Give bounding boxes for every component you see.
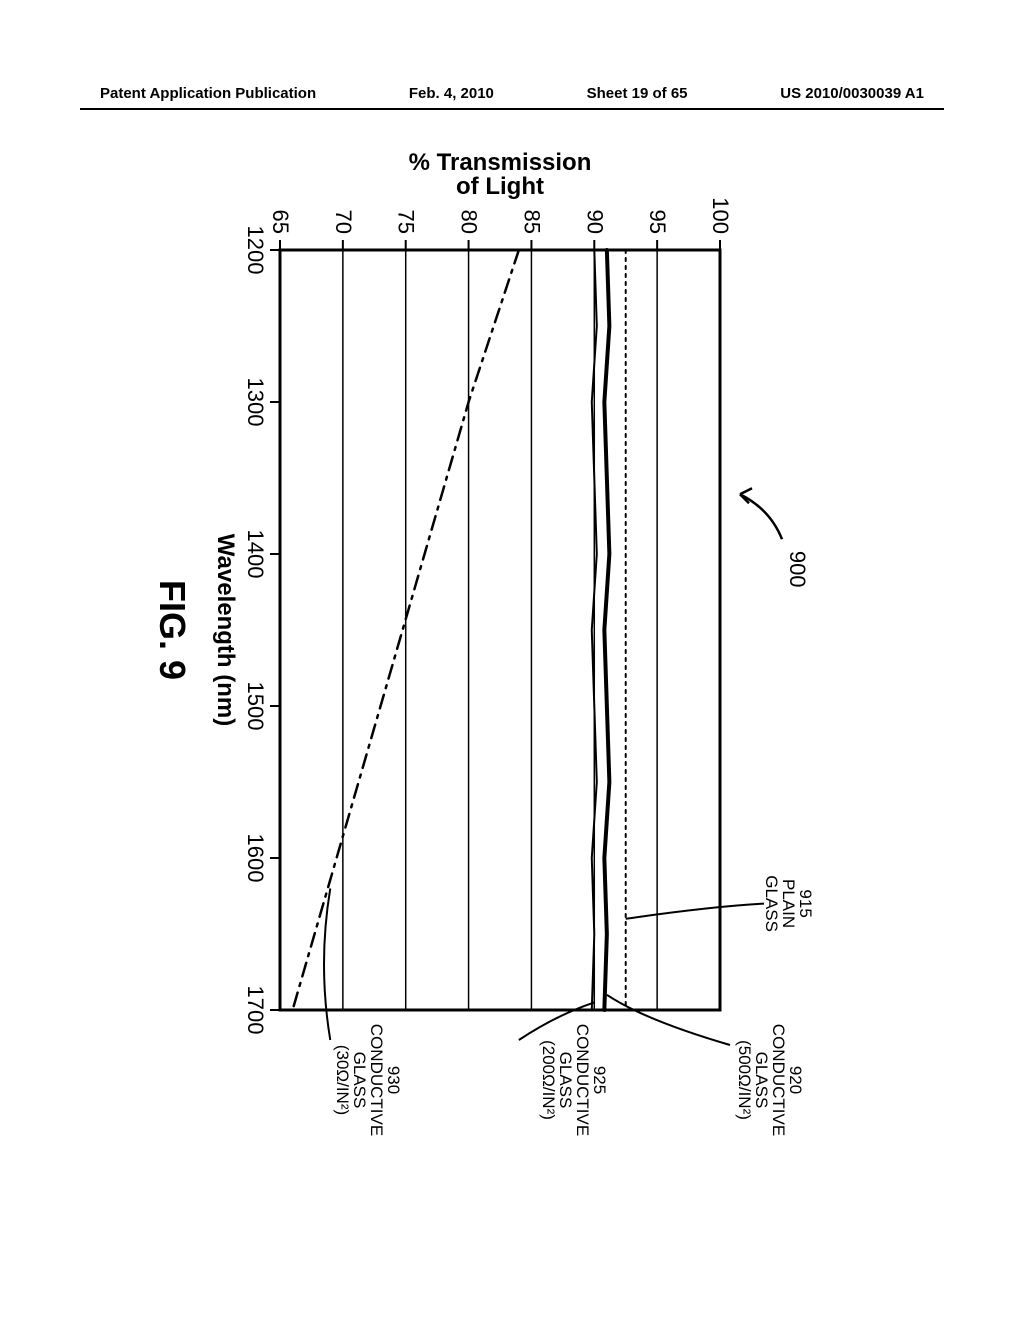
svg-text:Wavelength (nm): Wavelength (nm): [212, 534, 239, 726]
figure-container: 1200 1300 1400 1500 1600 1700 65 70 75 80 85 90 95 10…: [0, 130, 1024, 1230]
transmission-chart: 1200 1300 1400 1500 1600 1700 65 70 75 80 85 90 95 10…: [0, 130, 1024, 1230]
svg-text:90: 90: [582, 210, 607, 234]
svg-text:95: 95: [645, 210, 670, 234]
svg-text:70: 70: [331, 210, 356, 234]
header-left: Patent Application Publication: [100, 85, 316, 102]
svg-text:80: 80: [457, 210, 482, 234]
svg-text:1600: 1600: [243, 834, 268, 883]
svg-text:75: 75: [394, 210, 419, 234]
svg-text:1400: 1400: [243, 530, 268, 579]
svg-text:85: 85: [519, 210, 544, 234]
svg-text:FIG. 9: FIG. 9: [152, 580, 193, 680]
svg-text:65: 65: [268, 210, 293, 234]
header-center: Feb. 4, 2010: [409, 85, 494, 102]
svg-text:% Transmissionof Light: % Transmissionof Light: [409, 149, 592, 200]
svg-text:920CONDUCTIVEGLASS(500Ω/IN²): 920CONDUCTIVEGLASS(500Ω/IN²): [735, 1024, 805, 1136]
svg-text:930CONDUCTIVEGLASS(30Ω/IN²): 930CONDUCTIVEGLASS(30Ω/IN²): [333, 1024, 403, 1136]
header-sheet: Sheet 19 of 65: [587, 85, 688, 102]
svg-text:925CONDUCTIVEGLASS(200Ω/IN²): 925CONDUCTIVEGLASS(200Ω/IN²): [539, 1024, 609, 1136]
header-right: US 2010/0030039 A1: [780, 85, 924, 102]
page-header: Patent Application Publication Feb. 4, 2…: [0, 85, 1024, 102]
header-divider: [80, 108, 944, 110]
svg-text:1700: 1700: [243, 986, 268, 1035]
svg-text:100: 100: [708, 197, 733, 234]
svg-text:1500: 1500: [243, 682, 268, 731]
svg-text:1300: 1300: [243, 378, 268, 427]
svg-text:1200: 1200: [243, 226, 268, 275]
svg-text:900: 900: [785, 551, 810, 588]
svg-text:915PLAINGLASS: 915PLAINGLASS: [762, 875, 815, 932]
